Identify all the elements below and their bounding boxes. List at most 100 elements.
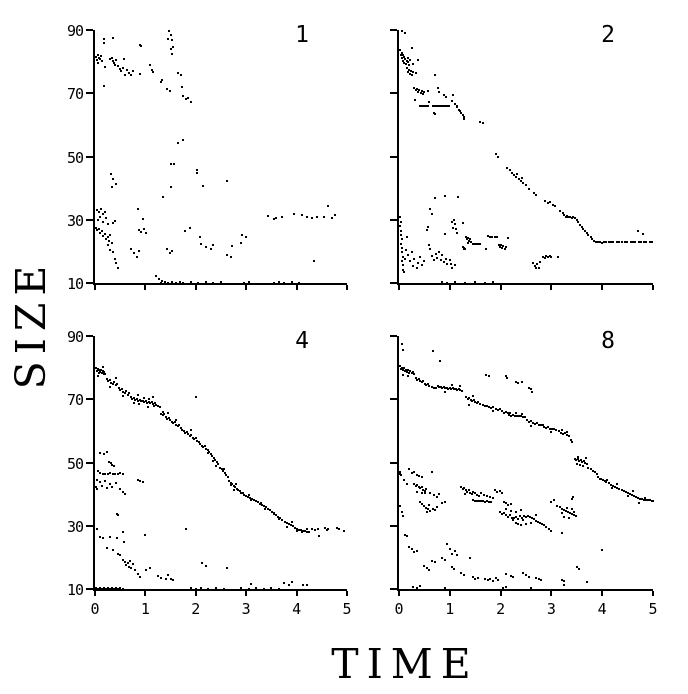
data-point: [416, 59, 419, 62]
data-point: [399, 220, 402, 223]
data-point: [532, 191, 535, 194]
data-point: [438, 386, 441, 389]
data-point: [507, 236, 510, 239]
data-point: [565, 507, 568, 510]
data-point: [301, 583, 304, 586]
data-point: [115, 513, 118, 516]
data-point: [420, 90, 423, 93]
data-point: [297, 528, 300, 531]
data-point: [461, 221, 464, 224]
data-point: [114, 257, 117, 260]
data-point: [461, 114, 464, 117]
data-point: [506, 166, 509, 169]
data-point: [245, 495, 248, 498]
data-point: [140, 400, 143, 403]
data-point: [110, 56, 113, 59]
data-point: [612, 240, 615, 243]
panel-label-1: 1: [295, 22, 309, 48]
data-point: [277, 518, 280, 521]
data-point: [113, 587, 116, 590]
data-point: [259, 502, 262, 505]
data-point: [212, 459, 215, 462]
data-point: [479, 243, 482, 246]
data-point: [189, 101, 192, 104]
data-point: [102, 41, 105, 44]
x-tick: [601, 591, 604, 596]
data-point: [119, 472, 122, 475]
data-point: [138, 249, 141, 252]
data-point: [608, 240, 611, 243]
data-point: [477, 242, 480, 245]
scatter-panel-2: 2: [390, 22, 654, 290]
data-point: [563, 214, 566, 216]
data-point: [240, 587, 243, 590]
data-point: [570, 513, 573, 516]
data-point: [427, 508, 430, 511]
data-point: [179, 74, 182, 77]
data-point: [498, 511, 501, 514]
data-point: [109, 57, 112, 60]
data-point: [470, 240, 473, 243]
data-point: [578, 223, 581, 226]
data-point: [406, 370, 409, 373]
data-point: [412, 62, 415, 65]
data-point: [423, 259, 426, 262]
data-point: [232, 484, 235, 487]
y-tick: [86, 524, 93, 527]
data-point: [170, 39, 173, 42]
data-point: [426, 89, 429, 92]
data-point: [214, 464, 217, 467]
data-point: [459, 571, 462, 574]
data-point: [115, 481, 118, 484]
y-tick-label: 30: [66, 211, 84, 230]
data-point: [108, 239, 111, 242]
data-point: [580, 226, 583, 229]
data-point: [551, 428, 554, 431]
data-point: [545, 255, 548, 258]
data-point: [629, 240, 632, 243]
data-point: [545, 525, 548, 528]
data-point: [153, 402, 156, 405]
data-point: [95, 227, 97, 230]
data-point: [411, 586, 414, 589]
data-point: [207, 452, 210, 455]
data-point: [95, 367, 97, 370]
data-point: [484, 500, 487, 503]
data-point: [99, 58, 102, 61]
data-point: [407, 369, 410, 372]
data-point: [410, 472, 413, 475]
data-point: [160, 412, 163, 415]
data-point: [151, 396, 154, 399]
data-point: [172, 422, 175, 425]
data-point: [261, 503, 264, 506]
data-point: [149, 64, 152, 67]
data-point: [106, 236, 109, 239]
data-point: [174, 419, 177, 422]
data-point: [506, 515, 509, 518]
data-point: [432, 111, 435, 114]
data-point: [277, 515, 280, 518]
data-point: [202, 446, 205, 449]
x-axis-title: TIME: [331, 640, 479, 688]
data-point: [448, 548, 451, 551]
data-point: [428, 568, 431, 571]
data-point: [448, 258, 451, 261]
data-point: [316, 527, 319, 530]
data-point: [448, 104, 451, 107]
data-point: [435, 495, 438, 498]
data-point: [514, 175, 517, 178]
data-point: [419, 487, 422, 490]
data-point: [528, 420, 531, 423]
data-point: [182, 430, 185, 433]
data-point: [162, 410, 165, 413]
data-point: [264, 508, 267, 511]
data-point: [624, 490, 627, 493]
data-point: [402, 271, 405, 274]
data-point: [209, 453, 212, 456]
data-point: [527, 514, 530, 517]
data-point: [496, 490, 499, 493]
data-point: [560, 532, 563, 535]
data-point: [527, 187, 530, 190]
data-point: [188, 434, 191, 437]
data-point: [563, 516, 566, 519]
